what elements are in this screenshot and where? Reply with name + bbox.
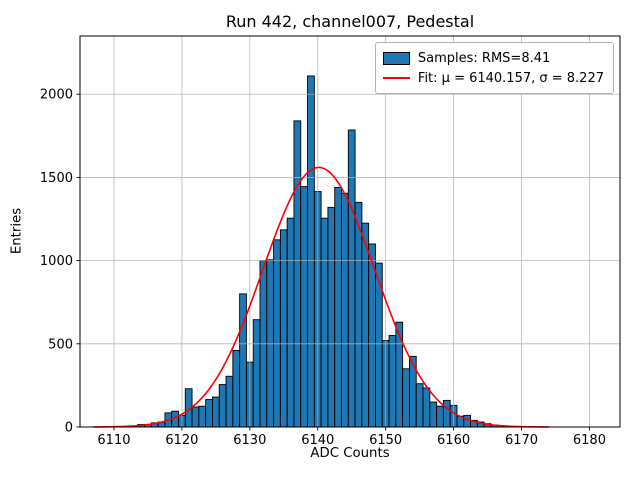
- y-tick-label: 1500: [40, 171, 73, 186]
- histogram-bar: [354, 201, 363, 428]
- histogram-bar: [266, 259, 275, 428]
- chart-title: Run 442, channel007, Pedestal: [225, 12, 475, 31]
- histogram-bar: [361, 222, 370, 428]
- histogram-bar: [429, 401, 438, 428]
- histogram-bar: [422, 387, 431, 428]
- legend: Samples: RMS=8.41 Fit: μ = 6140.157, σ =…: [374, 42, 614, 94]
- x-tick-label: 6140: [301, 433, 334, 448]
- ticks: 6110 6120 6130 6140 6150 6160 6170 6180 0 500 1000…: [40, 88, 606, 448]
- histogram-bar: [279, 229, 288, 428]
- y-tick-label: 500: [48, 337, 73, 352]
- x-tick-label: 6120: [165, 433, 198, 448]
- x-tick-label: 6130: [233, 433, 266, 448]
- histogram-bar: [300, 186, 308, 428]
- histogram-bar: [415, 383, 424, 428]
- histogram-bar: [395, 321, 404, 428]
- histogram-bar: [205, 399, 213, 428]
- histogram-bar: [402, 368, 410, 428]
- histogram-bar: [442, 399, 451, 428]
- legend-entry-fit: Fit: μ = 6140.157, σ = 8.227: [382, 68, 604, 88]
- histogram-swatch-icon: [382, 51, 410, 65]
- histogram-bar: [286, 217, 295, 428]
- histogram-bar: [225, 375, 234, 428]
- histogram-bar: [388, 335, 397, 428]
- histogram-bar: [307, 75, 315, 428]
- legend-entry-samples: Samples: RMS=8.41: [382, 48, 604, 68]
- histogram-bar: [293, 120, 302, 428]
- x-tick-label: 6160: [437, 433, 470, 448]
- histogram-bar: [341, 192, 349, 428]
- y-tick-label: 1000: [40, 254, 73, 269]
- y-tick-label: 2000: [40, 88, 73, 103]
- legend-samples-label: Samples: RMS=8.41: [417, 50, 551, 66]
- histogram-bar: [463, 414, 472, 428]
- fit-line-swatch-icon: [382, 77, 410, 79]
- histogram-bar: [239, 293, 247, 428]
- x-tick-label: 6110: [97, 433, 130, 448]
- x-axis-label: ADC Counts: [310, 446, 390, 461]
- legend-fit-label: Fit: μ = 6140.157, σ = 8.227: [417, 70, 604, 86]
- histogram-bar: [232, 350, 241, 428]
- histogram-bar: [347, 129, 356, 428]
- histogram-bar: [218, 384, 227, 428]
- histogram-bar: [191, 406, 200, 428]
- y-tick-label: 0: [65, 421, 73, 436]
- histogram-bar: [252, 319, 261, 428]
- histogram-bar: [327, 206, 336, 428]
- histogram-bar: [368, 243, 376, 428]
- histogram-bar: [320, 217, 329, 428]
- x-tick-label: 6180: [573, 433, 606, 448]
- histogram-bar: [436, 405, 444, 428]
- histogram-bar: [198, 405, 207, 428]
- histogram-bar: [273, 239, 281, 428]
- axes-box: [79, 35, 621, 428]
- gaussian-fit-curve: [93, 166, 549, 428]
- x-tick-label: 6150: [369, 433, 402, 448]
- x-tick-label: 6170: [505, 433, 538, 448]
- histogram-bar: [334, 186, 342, 428]
- histogram-bar: [211, 396, 220, 428]
